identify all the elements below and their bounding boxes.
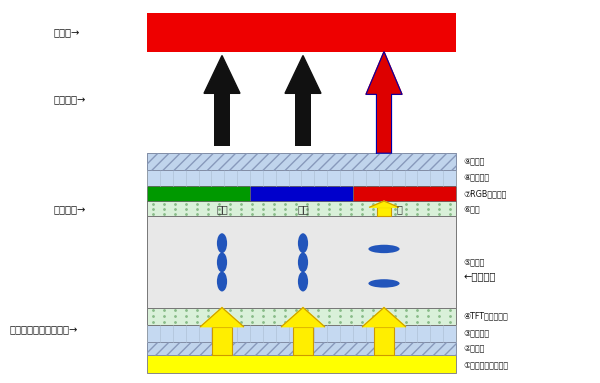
Bar <box>147 201 456 216</box>
Text: 光の強さ→: 光の強さ→ <box>54 204 86 214</box>
Ellipse shape <box>368 245 400 253</box>
Polygon shape <box>362 308 406 327</box>
Ellipse shape <box>217 252 227 272</box>
Bar <box>293 327 313 355</box>
Text: ⑦RGBフィルタ: ⑦RGBフィルタ <box>463 189 506 198</box>
Text: ①バックライト光源: ①バックライト光源 <box>463 360 508 369</box>
Text: ⑤液晶層: ⑤液晶層 <box>463 257 485 267</box>
Bar <box>147 325 456 342</box>
Text: 表示色→: 表示色→ <box>54 28 80 38</box>
Ellipse shape <box>298 252 308 272</box>
Bar <box>147 342 456 355</box>
Ellipse shape <box>217 233 227 253</box>
Bar <box>295 93 311 146</box>
Bar <box>147 170 456 186</box>
Ellipse shape <box>298 233 308 253</box>
Text: ②偉光板: ②偉光板 <box>463 344 485 353</box>
Text: 遅断: 遅断 <box>216 204 228 214</box>
Polygon shape <box>200 308 244 327</box>
Polygon shape <box>285 56 321 93</box>
Bar <box>212 327 232 355</box>
Bar <box>147 216 456 308</box>
Text: ←液晶分子: ←液晶分子 <box>464 272 496 282</box>
Bar <box>147 153 456 170</box>
Text: ③ガラス板: ③ガラス板 <box>463 329 490 338</box>
Text: バックライトからの光→: バックライトからの光→ <box>9 324 77 334</box>
Bar <box>376 94 392 153</box>
Polygon shape <box>281 308 325 327</box>
Bar <box>353 186 456 201</box>
Bar <box>147 355 456 373</box>
Bar <box>377 207 391 216</box>
Text: 遅断: 遅断 <box>297 204 309 214</box>
Polygon shape <box>370 201 398 207</box>
Bar <box>147 186 250 201</box>
Bar <box>147 342 456 355</box>
Bar <box>147 308 456 325</box>
Bar <box>214 93 230 146</box>
Text: 光の出力→: 光の出力→ <box>54 95 86 105</box>
Ellipse shape <box>217 272 227 291</box>
Bar <box>374 327 394 355</box>
Text: ⑧ガラス板: ⑧ガラス板 <box>463 173 490 182</box>
Bar <box>250 186 353 201</box>
Ellipse shape <box>298 272 308 291</box>
Bar <box>147 153 456 170</box>
Bar <box>147 13 456 52</box>
Polygon shape <box>204 56 240 93</box>
Text: ⑨偉光板: ⑨偉光板 <box>463 157 485 166</box>
Text: ⑥電極: ⑥電極 <box>463 204 480 213</box>
Text: ④TFTおよび電極: ④TFTおよび電極 <box>463 312 508 321</box>
Polygon shape <box>366 52 402 94</box>
Text: 大: 大 <box>396 204 402 214</box>
Ellipse shape <box>368 279 400 288</box>
